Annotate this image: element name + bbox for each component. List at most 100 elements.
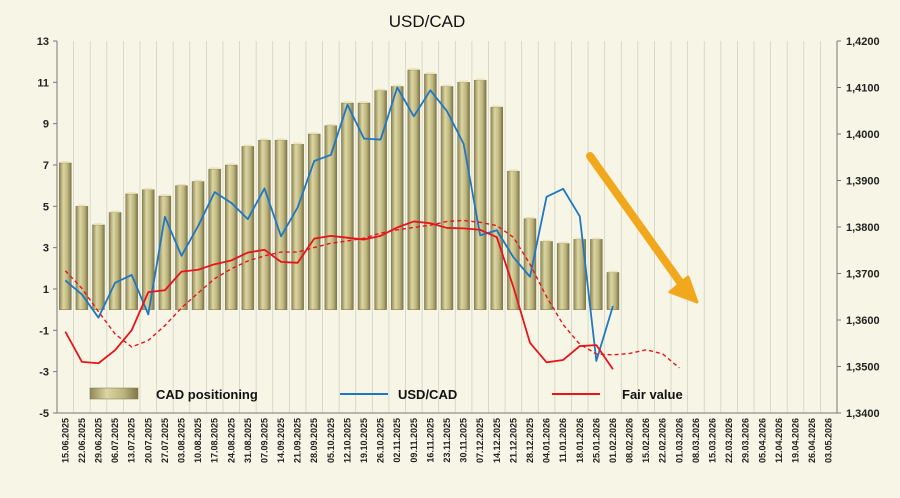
bar-top-highlight (143, 188, 153, 190)
bar-cad-positioning (92, 224, 105, 310)
left-tick-label: 13 (37, 36, 49, 48)
right-tick-label: 1,3500 (846, 362, 880, 374)
bar-top-highlight (525, 216, 535, 219)
bar-top-highlight (259, 138, 269, 141)
bar-top-highlight (359, 101, 369, 103)
axes: 13 11 9 7 5 3 1 -1 -3 -5 1,4200 1,4100 1,4000 1,3900 1… (37, 36, 880, 463)
x-tick-label: 10.08.2025 (193, 418, 203, 463)
bar-top-highlight (558, 241, 568, 244)
x-tick-label: 07.09.2025 (259, 418, 269, 463)
bar-series-cad-positioning (59, 68, 620, 310)
x-tick-label: 25.01.2026 (591, 418, 601, 463)
x-tick-label: 15.06.2025 (60, 418, 70, 463)
x-tick-label: 19.04.2026 (791, 418, 801, 463)
x-tick-label: 12.04.2026 (774, 418, 784, 463)
x-tick-label: 26.10.2025 (376, 418, 386, 463)
x-tick-label: 08.02.2026 (625, 418, 635, 463)
bar-top-highlight (475, 78, 485, 81)
bar-top-highlight (276, 138, 286, 141)
bar-cad-positioning (125, 193, 138, 310)
bar-top-highlight (409, 68, 419, 70)
legend-label-cad-positioning: CAD positioning (156, 387, 258, 402)
bar-cad-positioning (108, 212, 122, 310)
x-tick-label: 22.02.2026 (658, 418, 668, 463)
bar-top-highlight (342, 101, 352, 103)
left-tick-label: -3 (39, 367, 49, 379)
bar-cad-positioning (258, 139, 271, 310)
bar-top-highlight (442, 84, 452, 87)
bar-cad-positioning (407, 69, 421, 310)
bar-top-highlight (210, 167, 220, 170)
bar-top-highlight (591, 237, 601, 240)
left-tick-label: 11 (37, 77, 49, 89)
bar-top-highlight (376, 88, 386, 91)
x-tick-label: 01.02.2026 (608, 418, 618, 463)
x-tick-label: 21.12.2025 (508, 418, 518, 463)
bar-cad-positioning (540, 241, 553, 310)
bar-top-highlight (193, 179, 203, 182)
left-tick-label: 1 (43, 284, 49, 296)
trend-arrow (586, 152, 699, 304)
right-tick-label: 1,3900 (846, 176, 880, 188)
left-tick-label: -5 (39, 408, 49, 420)
legend: CAD positioning USD/CAD Fair value (89, 387, 683, 402)
bar-top-highlight (94, 223, 103, 225)
bar-top-highlight (160, 194, 170, 196)
bar-cad-positioning (291, 144, 304, 310)
arrow-shaft (586, 152, 684, 286)
x-tick-label: 28.09.2025 (309, 418, 319, 463)
bar-top-highlight (608, 270, 618, 273)
bar-top-highlight (392, 84, 402, 87)
x-tick-label: 12.10.2025 (342, 418, 352, 463)
x-tick-label: 14.12.2025 (492, 418, 502, 463)
bar-top-highlight (326, 123, 336, 126)
left-tick-label: -1 (39, 325, 49, 337)
right-tick-label: 1,4100 (846, 83, 880, 95)
bar-cad-positioning (357, 102, 371, 310)
legend-label-usd-cad: USD/CAD (398, 387, 457, 402)
x-tick-label: 03.08.2025 (176, 418, 186, 463)
bar-top-highlight (293, 142, 303, 145)
bar-cad-positioning (390, 86, 404, 310)
x-tick-label: 18.01.2026 (575, 418, 585, 463)
bar-cad-positioning (490, 106, 504, 310)
x-tick-label: 19.10.2025 (359, 418, 369, 463)
bar-top-highlight (459, 80, 469, 83)
x-tick-label: 15.03.2026 (708, 418, 718, 463)
bar-cad-positioning (225, 164, 238, 310)
bar-cad-positioning (473, 80, 487, 310)
arrow-head (668, 275, 699, 304)
bar-top-highlight (176, 183, 186, 186)
x-tick-label: 04.01.2026 (542, 418, 552, 463)
bar-top-highlight (309, 132, 319, 134)
bar-cad-positioning (457, 82, 470, 310)
x-tick-label: 17.08.2025 (210, 418, 220, 463)
x-tick-label: 24.08.2025 (226, 418, 236, 463)
line-fair-value-forecast (64, 219, 680, 369)
bar-top-highlight (575, 237, 585, 240)
x-tick-label: 07.12.2025 (475, 418, 485, 463)
x-tick-label: 22.03.2026 (724, 418, 734, 463)
bar-top-highlight (226, 163, 236, 165)
x-tick-label: 16.11.2025 (425, 418, 435, 463)
x-tick-label: 11.01.2026 (558, 418, 568, 463)
right-tick-label: 1,4000 (846, 129, 880, 141)
legend-swatch-cad-positioning (89, 387, 139, 400)
x-tick-label: 29.06.2025 (93, 418, 103, 463)
x-tick-label: 06.07.2025 (110, 418, 120, 463)
right-tick-label: 1,3400 (846, 408, 880, 420)
bar-top-highlight (77, 204, 87, 207)
x-tick-label: 02.11.2025 (392, 418, 402, 463)
bar-top-highlight (508, 169, 518, 172)
line-usd-cad (64, 86, 614, 362)
x-tick-label: 05.04.2026 (757, 418, 767, 463)
bar-top-highlight (110, 210, 120, 213)
bar-cad-positioning (606, 272, 620, 310)
line-fair-value (64, 220, 614, 370)
right-tick-label: 1,3600 (846, 315, 880, 327)
x-tick-label: 14.09.2025 (276, 418, 286, 463)
x-tick-label: 30.11.2025 (459, 418, 469, 463)
x-tick-label: 03.05.2026 (824, 418, 834, 463)
chart-title: USD/CAD (389, 12, 466, 31)
